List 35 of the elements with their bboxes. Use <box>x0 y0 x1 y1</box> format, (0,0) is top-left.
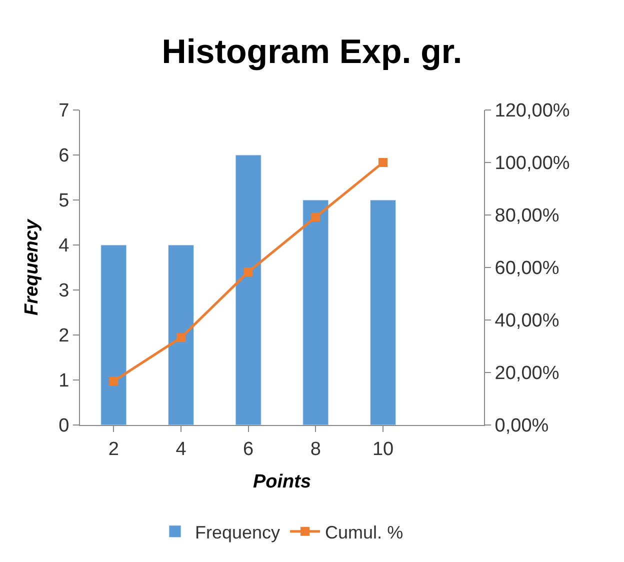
y2-tick-label: 20,00% <box>494 363 560 384</box>
x-tick-label: 10 <box>372 438 394 460</box>
y-tick-label: 2 <box>58 326 70 347</box>
y-tick-label: 7 <box>58 100 70 122</box>
x-axis-title: Points <box>252 472 312 493</box>
y2-tick-label: 80,00% <box>494 206 560 227</box>
y-tick-label: 4 <box>58 236 70 257</box>
point <box>378 158 388 167</box>
y-tick-label: 5 <box>58 190 70 212</box>
y-tick-label: 6 <box>58 146 70 167</box>
y2-tick-label: 60,00% <box>494 258 560 280</box>
legend-label: Frequency <box>195 522 280 542</box>
bar <box>100 244 127 425</box>
point <box>176 333 186 342</box>
legend-label: Cumul. % <box>325 522 404 542</box>
y-tick-label: 0 <box>58 416 70 437</box>
x-tick-label: 4 <box>176 438 187 460</box>
x-tick-label: 6 <box>243 438 254 460</box>
x-tick-label: 8 <box>310 438 321 460</box>
y-axis-title: Frequency <box>21 218 42 316</box>
x-tick-label: 2 <box>108 438 119 460</box>
bar <box>168 244 194 425</box>
y2-tick-label: 100,00% <box>494 153 570 174</box>
y2-tick-label: 120,00% <box>494 100 570 122</box>
point <box>244 267 253 276</box>
bar <box>302 200 329 425</box>
point <box>109 376 118 386</box>
chart-title: Histogram Exp. gr. <box>162 33 462 72</box>
y-tick-label: 3 <box>58 280 70 302</box>
y2-tick-label: 0,00% <box>494 416 549 437</box>
y2-tick-label: 40,00% <box>494 310 560 332</box>
point <box>311 212 320 222</box>
bar <box>235 154 262 425</box>
y-tick-label: 1 <box>58 370 70 392</box>
bar <box>370 200 396 425</box>
